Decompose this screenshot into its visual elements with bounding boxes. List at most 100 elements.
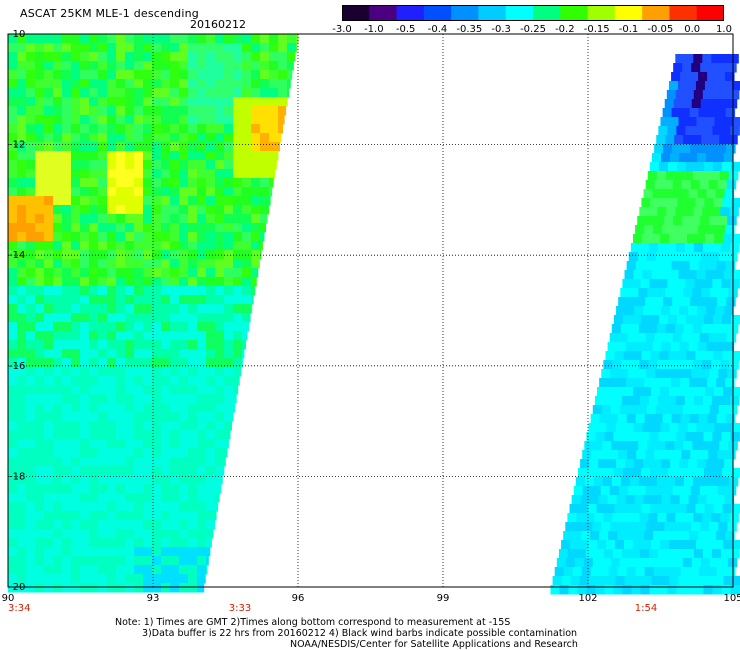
swath-cell xyxy=(197,484,207,494)
swath-cell xyxy=(693,360,703,370)
swath-cell xyxy=(278,124,284,134)
swath-cell xyxy=(233,34,243,44)
swath-cell xyxy=(576,549,587,559)
swath-cell xyxy=(62,214,72,224)
swath-cell xyxy=(206,268,216,278)
swath-cell xyxy=(8,574,18,584)
swath-cell xyxy=(35,142,45,152)
swath-cell xyxy=(35,349,45,359)
swath-cell xyxy=(35,529,45,539)
swath-cell xyxy=(161,34,171,44)
swath-cell xyxy=(71,340,81,350)
swath-cell xyxy=(188,403,198,413)
swath-cell xyxy=(89,475,99,485)
swath-cell xyxy=(80,511,90,521)
swath-cell xyxy=(62,142,72,152)
swath-cell xyxy=(721,126,731,136)
swath-cell xyxy=(89,466,99,476)
swath-cell xyxy=(134,214,144,224)
swath-cell xyxy=(579,540,589,550)
swath-cell xyxy=(107,322,117,332)
swath-cell xyxy=(652,153,662,163)
swath-cell xyxy=(179,493,189,503)
swath-cell xyxy=(17,160,27,170)
swath-cell xyxy=(675,54,685,64)
swath-cell xyxy=(269,106,279,116)
swath-cell xyxy=(684,90,695,100)
swath-cell xyxy=(681,333,692,343)
swath-cell xyxy=(107,385,117,395)
swath-cell xyxy=(98,88,108,98)
swath-cell xyxy=(675,549,686,559)
swath-cell xyxy=(683,324,694,334)
swath-cell xyxy=(170,160,180,170)
swath-cell xyxy=(134,304,144,314)
swath-cell xyxy=(170,214,180,224)
swath-cell xyxy=(711,549,722,559)
swath-cell xyxy=(242,214,252,224)
swath-cell xyxy=(116,430,126,440)
swath-cell xyxy=(26,106,36,116)
swath-cell xyxy=(683,477,694,487)
swath-cell xyxy=(570,540,580,550)
swath-cell xyxy=(116,547,126,557)
swath-cell xyxy=(80,583,90,593)
swath-cell xyxy=(197,79,207,89)
swath-cell xyxy=(134,520,144,530)
swath-cell xyxy=(712,315,723,325)
swath-cell xyxy=(729,396,740,406)
swath-cell xyxy=(152,448,162,458)
swath-cell xyxy=(251,133,261,143)
swath-cell xyxy=(53,367,63,377)
swath-cell xyxy=(89,313,99,323)
swath-cell xyxy=(17,205,27,215)
swath-cell xyxy=(170,439,180,449)
swath-cell xyxy=(26,61,36,71)
swath-cell xyxy=(89,403,99,413)
swath-cell xyxy=(251,232,261,242)
swath-cell xyxy=(17,484,27,494)
colorbar-label: -3.0 xyxy=(332,24,352,35)
swath-cell xyxy=(170,97,180,107)
swath-cell xyxy=(296,34,299,44)
colorbar-label: -0.25 xyxy=(520,24,546,35)
swath-cell xyxy=(581,567,592,577)
swath-cell xyxy=(179,268,189,278)
swath-cell xyxy=(224,259,234,269)
swath-cell xyxy=(116,484,126,494)
swath-cell xyxy=(62,124,72,134)
swath-cell xyxy=(152,79,162,89)
swath-cell xyxy=(188,268,198,278)
swath-cell xyxy=(8,466,18,476)
swath-cell xyxy=(681,180,692,190)
swath-cell xyxy=(601,369,611,379)
swath-cell xyxy=(197,304,207,314)
swath-cell xyxy=(603,513,613,523)
swath-cell xyxy=(62,286,72,296)
swath-cell xyxy=(143,286,153,296)
swath-cell xyxy=(693,54,703,64)
swath-cell xyxy=(688,306,698,316)
swath-cell xyxy=(26,547,36,557)
swath-cell xyxy=(62,376,72,386)
swath-cell xyxy=(161,79,171,89)
swath-cell xyxy=(179,133,189,143)
swath-cell xyxy=(125,340,135,350)
swath-cell xyxy=(8,448,18,458)
swath-cell xyxy=(224,322,234,332)
swath-cell xyxy=(691,369,701,379)
swath-cell xyxy=(125,520,135,530)
swath-cell xyxy=(687,387,697,397)
swath-cell xyxy=(716,225,726,235)
swath-cell xyxy=(71,493,81,503)
swath-cell xyxy=(53,106,63,116)
swath-cell xyxy=(98,322,108,332)
swath-cell xyxy=(269,88,279,98)
swath-cell xyxy=(26,367,36,377)
swath-cell xyxy=(62,187,72,197)
swath-cell xyxy=(233,277,243,287)
swath-cell xyxy=(690,333,701,343)
swath-cell xyxy=(188,223,198,233)
swath-cell xyxy=(170,286,180,296)
